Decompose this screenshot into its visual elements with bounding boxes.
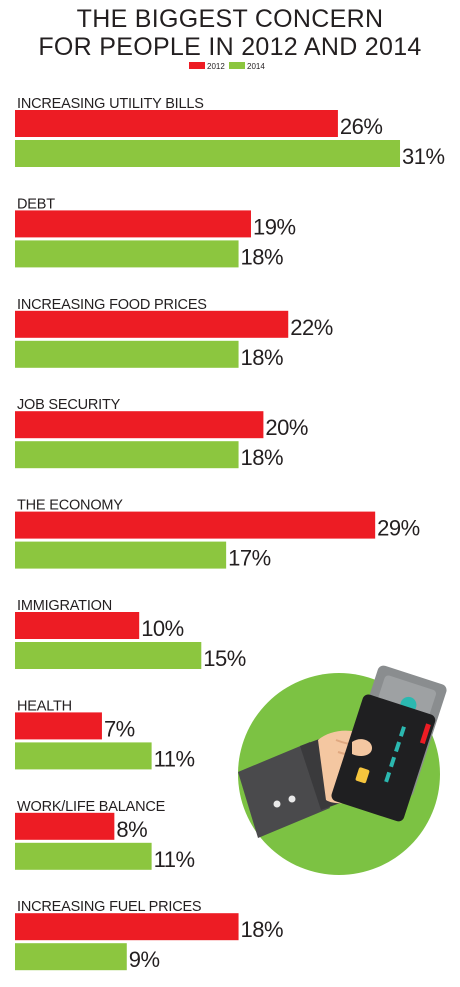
bar-2014 <box>15 943 127 971</box>
bar-2014 <box>15 340 239 368</box>
value-label-2012: 7% <box>104 716 135 741</box>
value-label-2012: 8% <box>116 817 147 842</box>
front-card <box>331 694 436 822</box>
chart-title-line-2: FOR PEOPLE IN 2012 AND 2014 <box>38 33 421 61</box>
category-label: INCREASING FUEL PRICES <box>17 899 201 915</box>
category-label: INCREASING UTILITY BILLS <box>17 96 204 112</box>
category-label: THE ECONOMY <box>17 498 123 514</box>
bar-2012 <box>15 913 239 941</box>
bar-2012 <box>15 110 338 137</box>
value-label-2012: 20% <box>265 415 308 440</box>
category-label: WORK/LIFE BALANCE <box>17 799 166 815</box>
bar-2012 <box>15 411 264 439</box>
value-label-2014: 31% <box>402 144 445 169</box>
legend-label-2014: 2014 <box>247 62 265 71</box>
value-label-2012: 22% <box>290 315 333 340</box>
category-label: JOB SECURITY <box>17 397 121 413</box>
legend: 2012 2014 <box>189 62 265 71</box>
bar-2014 <box>15 642 202 669</box>
bar-2012 <box>15 612 140 639</box>
chart-title-line-1: THE BIGGEST CONCERN <box>77 5 384 33</box>
bar-2014 <box>15 842 152 870</box>
value-label-2014: 9% <box>129 947 160 972</box>
value-label-2012: 29% <box>377 516 420 541</box>
legend-swatch-2012 <box>189 62 205 69</box>
value-label-2012: 10% <box>141 616 184 641</box>
legend-swatch-2014 <box>229 62 245 69</box>
category-label: HEALTH <box>17 698 72 714</box>
thumb <box>352 739 372 756</box>
value-label-2014: 11% <box>154 746 195 771</box>
hand-holding-credit-cards-icon <box>238 665 447 875</box>
legend-label-2012: 2012 <box>207 62 225 71</box>
bar-2014 <box>15 240 239 268</box>
category-label: DEBT <box>17 196 55 212</box>
value-label-2014: 18% <box>241 244 284 269</box>
bar-2012 <box>15 210 251 238</box>
bar-2012 <box>15 812 115 840</box>
category-label: INCREASING FOOD PRICES <box>17 297 207 313</box>
bar-2014 <box>15 441 239 469</box>
value-label-2014: 18% <box>241 445 284 470</box>
value-label-2014: 15% <box>203 646 246 671</box>
bar-2012 <box>15 310 289 338</box>
value-label-2012: 26% <box>340 114 383 139</box>
value-label-2014: 18% <box>241 345 284 370</box>
value-label-2012: 18% <box>241 917 284 942</box>
bar-2014 <box>15 541 227 569</box>
bar-2012 <box>15 712 102 740</box>
value-label-2014: 17% <box>228 546 271 571</box>
chart-title: THE BIGGEST CONCERN FOR PEOPLE IN 2012 A… <box>38 5 421 61</box>
bar-2014 <box>15 140 401 167</box>
bars-layer: INCREASING UTILITY BILLS 26% 31% DEBT 19% 18%… <box>15 96 445 972</box>
category-label: IMMIGRATION <box>17 598 112 614</box>
bar-2014 <box>15 742 152 770</box>
value-label-2014: 11% <box>154 847 195 872</box>
value-label-2012: 19% <box>253 214 296 239</box>
bar-2012 <box>15 511 376 539</box>
